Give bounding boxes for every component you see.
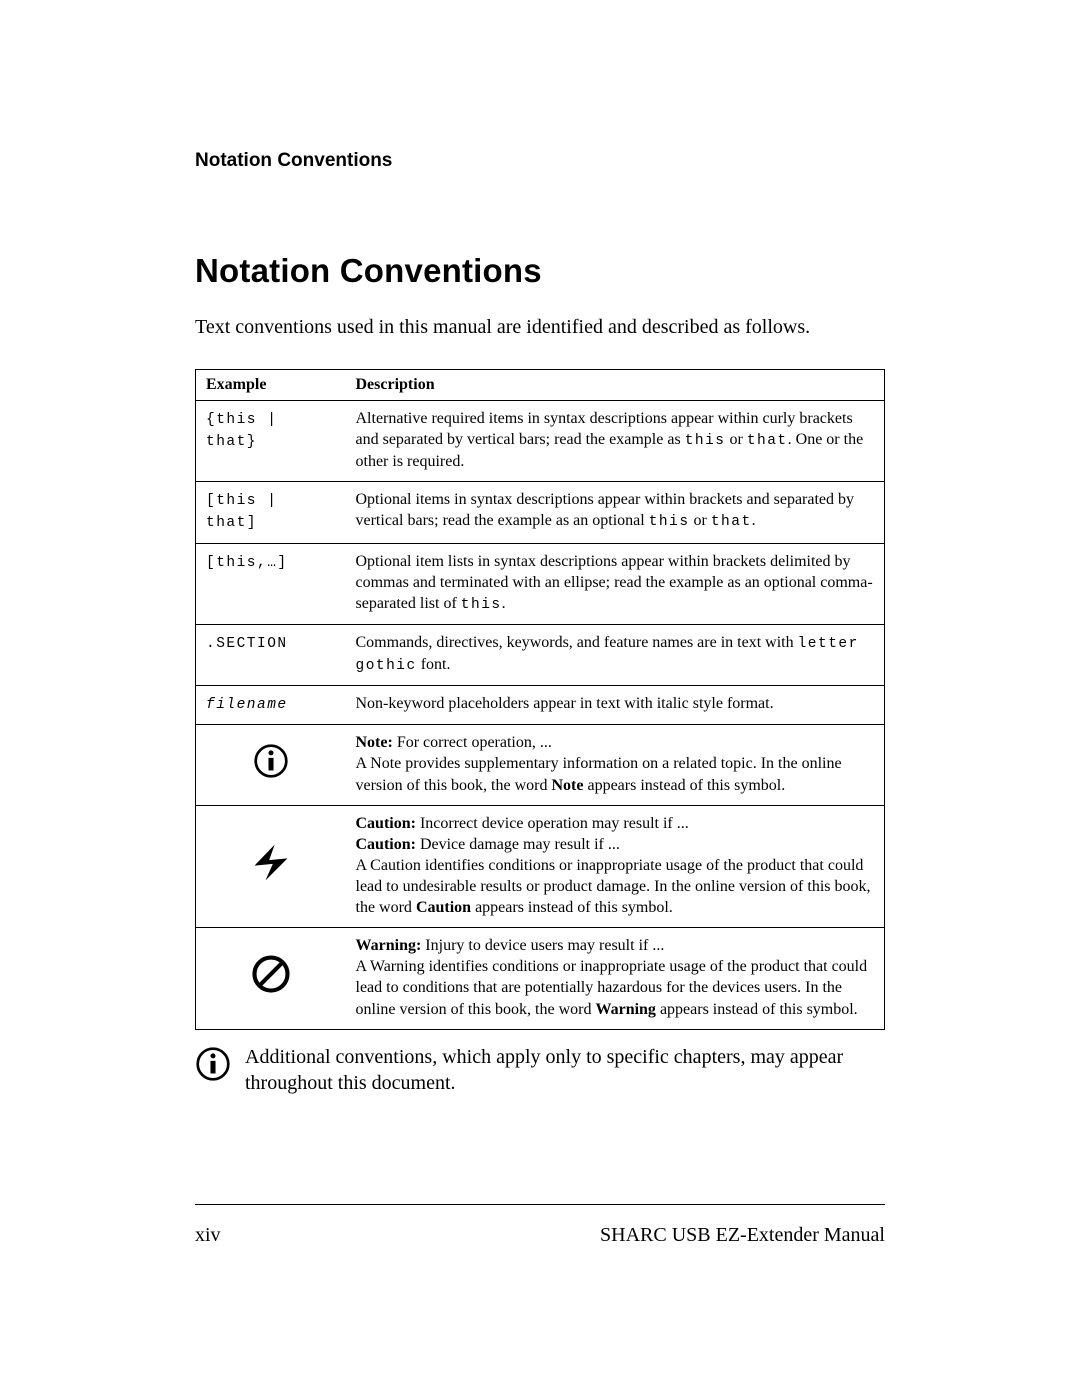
example-text: {this | that}	[206, 412, 277, 450]
additional-note-text: Additional conventions, which apply only…	[245, 1044, 885, 1096]
example-text: [this,…]	[206, 555, 288, 571]
caution-icon	[249, 840, 293, 884]
table-row: Warning: Injury to device users may resu…	[196, 928, 885, 1029]
info-icon	[253, 743, 289, 779]
description-cell: Optional items in syntax descriptions ap…	[346, 482, 885, 543]
additional-note: Additional conventions, which apply only…	[195, 1044, 885, 1096]
table-row: Caution: Incorrect device operation may …	[196, 805, 885, 928]
page-number: xiv	[195, 1224, 221, 1247]
table-row: [this,…] Optional item lists in syntax d…	[196, 543, 885, 624]
example-text: .SECTION	[206, 636, 288, 652]
intro-paragraph: Text conventions used in this manual are…	[195, 314, 885, 341]
running-head: Notation Conventions	[195, 150, 885, 172]
description-cell: Commands, directives, keywords, and feat…	[346, 624, 885, 685]
table-row: {this | that} Alternative required items…	[196, 401, 885, 482]
warning-icon	[249, 952, 293, 996]
description-cell: Warning: Injury to device users may resu…	[346, 928, 885, 1029]
table-row: Note: For correct operation, ... A Note …	[196, 725, 885, 805]
description-cell: Note: For correct operation, ... A Note …	[346, 725, 885, 805]
description-cell: Non-keyword placeholders appear in text …	[346, 686, 885, 725]
info-icon	[195, 1046, 231, 1082]
example-text: [this | that]	[206, 493, 277, 531]
table-row: .SECTION Commands, directives, keywords,…	[196, 624, 885, 685]
description-cell: Caution: Incorrect device operation may …	[346, 805, 885, 928]
example-text: filename	[206, 697, 288, 713]
table-row: [this | that] Optional items in syntax d…	[196, 482, 885, 543]
th-example: Example	[196, 370, 346, 401]
footer-rule	[195, 1204, 885, 1205]
description-cell: Alternative required items in syntax des…	[346, 401, 885, 482]
th-description: Description	[346, 370, 885, 401]
description-cell: Optional item lists in syntax descriptio…	[346, 543, 885, 624]
page-title: Notation Conventions	[195, 252, 885, 290]
table-row: filename Non-keyword placeholders appear…	[196, 686, 885, 725]
manual-name: SHARC USB EZ-Extender Manual	[600, 1224, 885, 1247]
conventions-table: Example Description {this | that} Altern…	[195, 369, 885, 1030]
